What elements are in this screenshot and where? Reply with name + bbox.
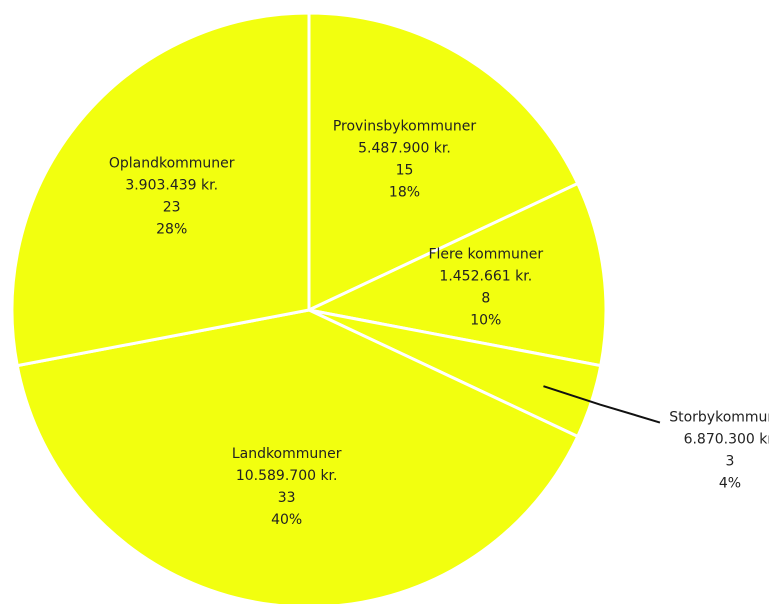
- pie-slice: [304, 181, 608, 368]
- pie-slice: [307, 11, 580, 313]
- slice-count: 3: [725, 454, 734, 470]
- slice-amount: 10.589.700 kr.: [236, 468, 338, 484]
- slice-name: Provinsbykommuner: [333, 119, 477, 135]
- slice-count: 33: [278, 490, 296, 506]
- slice-count: 23: [163, 199, 181, 215]
- slice-percent: 18%: [389, 185, 420, 201]
- slice-name: Landkommuner: [232, 446, 342, 462]
- slice-name: Oplandkommuner: [109, 155, 235, 171]
- slice-name: Storbykommuner: [669, 410, 769, 426]
- slice-count: 15: [396, 163, 414, 179]
- leader-line: [543, 385, 661, 424]
- slice-amount: 5.487.900 kr.: [358, 141, 451, 157]
- slice-amount: 6.870.300 kr.: [684, 432, 769, 448]
- slice-percent: 10%: [470, 313, 501, 329]
- pie-slice: [10, 11, 311, 368]
- slice-name: Flere kommuner: [428, 247, 543, 263]
- slice-percent: 4%: [719, 476, 741, 492]
- slice-count: 8: [481, 291, 490, 307]
- slice-amount: 1.452.661 kr.: [439, 269, 532, 285]
- pie-slice: [15, 308, 580, 604]
- slice-percent: 40%: [271, 512, 302, 528]
- slice-amount: 3.903.439 kr.: [125, 177, 218, 193]
- slice-percent: 28%: [156, 221, 187, 237]
